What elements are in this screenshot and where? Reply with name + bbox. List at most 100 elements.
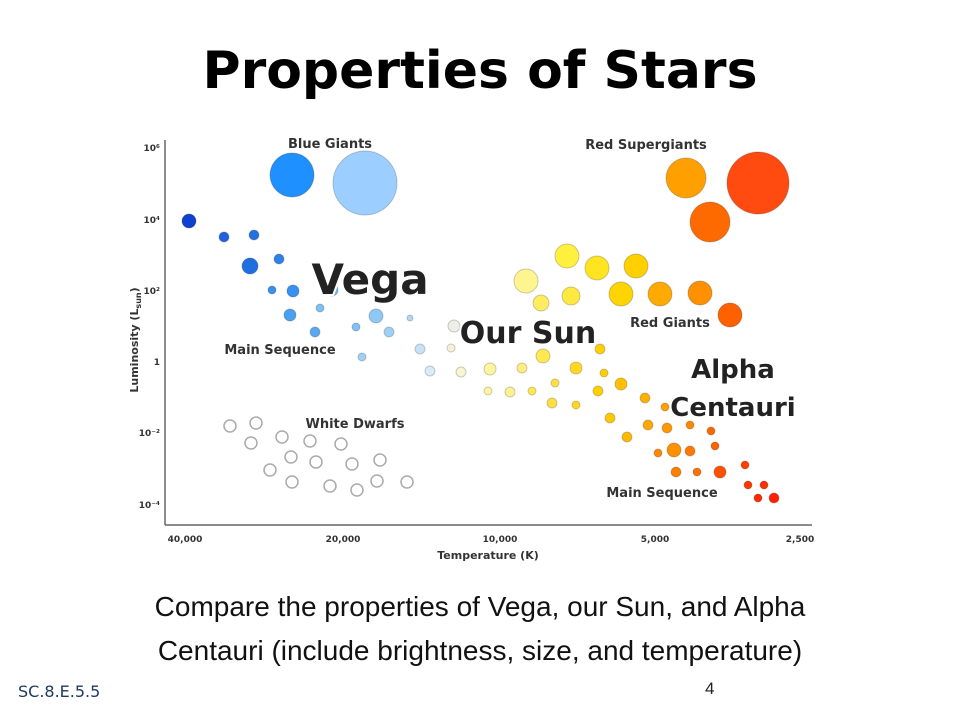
white-dwarf bbox=[263, 463, 277, 477]
hr-diagram: Luminosity (Lsun) Temperature (K) 10⁶ 10⁴… bbox=[128, 137, 814, 562]
x-axis-label: Temperature (K) bbox=[437, 549, 539, 562]
white-dwarf bbox=[284, 450, 298, 464]
star bbox=[623, 253, 649, 279]
star bbox=[726, 151, 790, 215]
star bbox=[269, 152, 315, 198]
x-tick-label: 5,000 bbox=[641, 535, 669, 545]
y-tick-label: 10⁻⁴ bbox=[139, 501, 160, 511]
star bbox=[713, 465, 727, 479]
star bbox=[666, 442, 682, 458]
white-dwarf bbox=[350, 483, 364, 497]
star bbox=[414, 343, 426, 355]
star bbox=[740, 460, 750, 470]
x-tick-label: 40,000 bbox=[168, 535, 203, 545]
white-dwarf bbox=[334, 437, 348, 451]
star bbox=[325, 283, 339, 297]
star bbox=[516, 362, 528, 374]
star bbox=[710, 441, 720, 451]
x-tick-label: 20,000 bbox=[326, 535, 361, 545]
callout: Centauri bbox=[670, 393, 795, 423]
star bbox=[527, 386, 537, 396]
star bbox=[424, 365, 436, 377]
star bbox=[642, 419, 654, 431]
y-tick-label: 1 bbox=[154, 358, 160, 368]
star bbox=[446, 343, 456, 353]
star bbox=[594, 343, 606, 355]
star bbox=[661, 422, 673, 434]
star bbox=[483, 362, 497, 376]
star bbox=[286, 284, 300, 298]
label-end: ) bbox=[128, 287, 141, 292]
star bbox=[368, 308, 384, 324]
white-dwarf bbox=[345, 457, 359, 471]
star bbox=[546, 397, 558, 409]
star bbox=[592, 385, 604, 397]
star bbox=[653, 448, 663, 458]
star bbox=[608, 281, 634, 307]
label-sub: sun bbox=[134, 292, 143, 308]
region-label: Red Giants bbox=[630, 316, 710, 331]
star bbox=[332, 150, 398, 216]
white-dwarf bbox=[370, 474, 384, 488]
label-text: Luminosity (L bbox=[128, 309, 141, 393]
star bbox=[717, 302, 743, 328]
white-dwarf bbox=[275, 430, 289, 444]
y-axis-label: Luminosity (Lsun) bbox=[128, 287, 143, 392]
standard-code: SC.8.E.5.5 bbox=[18, 682, 100, 701]
region-label: Main Sequence bbox=[224, 343, 335, 358]
y-tick-label: 10⁶ bbox=[144, 144, 161, 154]
star bbox=[267, 285, 277, 295]
region-label: White Dwarfs bbox=[306, 417, 405, 432]
star bbox=[248, 229, 260, 241]
white-dwarf bbox=[323, 479, 337, 493]
star bbox=[670, 466, 682, 478]
star bbox=[309, 326, 321, 338]
white-dwarf bbox=[400, 475, 414, 489]
callout: Vega bbox=[311, 255, 428, 304]
callout: Our Sun bbox=[460, 316, 596, 351]
star bbox=[647, 281, 673, 307]
star bbox=[351, 322, 361, 332]
star bbox=[447, 319, 461, 333]
star bbox=[768, 492, 780, 504]
region-label: Blue Giants bbox=[288, 137, 372, 152]
star bbox=[383, 326, 395, 338]
x-tick-label: 2,500 bbox=[786, 535, 814, 545]
star bbox=[660, 402, 670, 412]
star bbox=[315, 303, 325, 313]
callout: Alpha bbox=[691, 355, 775, 385]
star bbox=[692, 467, 702, 477]
star bbox=[614, 377, 628, 391]
white-dwarf bbox=[223, 419, 237, 433]
star bbox=[550, 378, 560, 388]
star bbox=[599, 368, 609, 378]
star bbox=[706, 426, 716, 436]
region-label: Red Supergiants bbox=[585, 138, 707, 153]
star bbox=[535, 348, 551, 364]
star bbox=[665, 157, 707, 199]
star bbox=[571, 400, 581, 410]
star bbox=[455, 366, 467, 378]
white-dwarf bbox=[285, 475, 299, 489]
star bbox=[513, 268, 539, 294]
star bbox=[685, 420, 695, 430]
star bbox=[743, 480, 753, 490]
body-line: Centauri (include brightness, size, and … bbox=[158, 635, 802, 666]
star bbox=[218, 231, 230, 243]
star bbox=[357, 352, 367, 362]
white-dwarf bbox=[244, 436, 258, 450]
star bbox=[181, 213, 197, 229]
star bbox=[687, 280, 713, 306]
y-tick-label: 10⁻² bbox=[139, 429, 160, 439]
star bbox=[406, 314, 414, 322]
star bbox=[569, 361, 583, 375]
region-label: Main Sequence bbox=[606, 486, 717, 501]
x-tick-label: 10,000 bbox=[483, 535, 518, 545]
white-dwarf bbox=[303, 434, 317, 448]
star bbox=[639, 392, 651, 404]
star bbox=[689, 201, 731, 243]
star bbox=[604, 412, 616, 424]
star bbox=[532, 294, 550, 312]
star bbox=[584, 255, 610, 281]
